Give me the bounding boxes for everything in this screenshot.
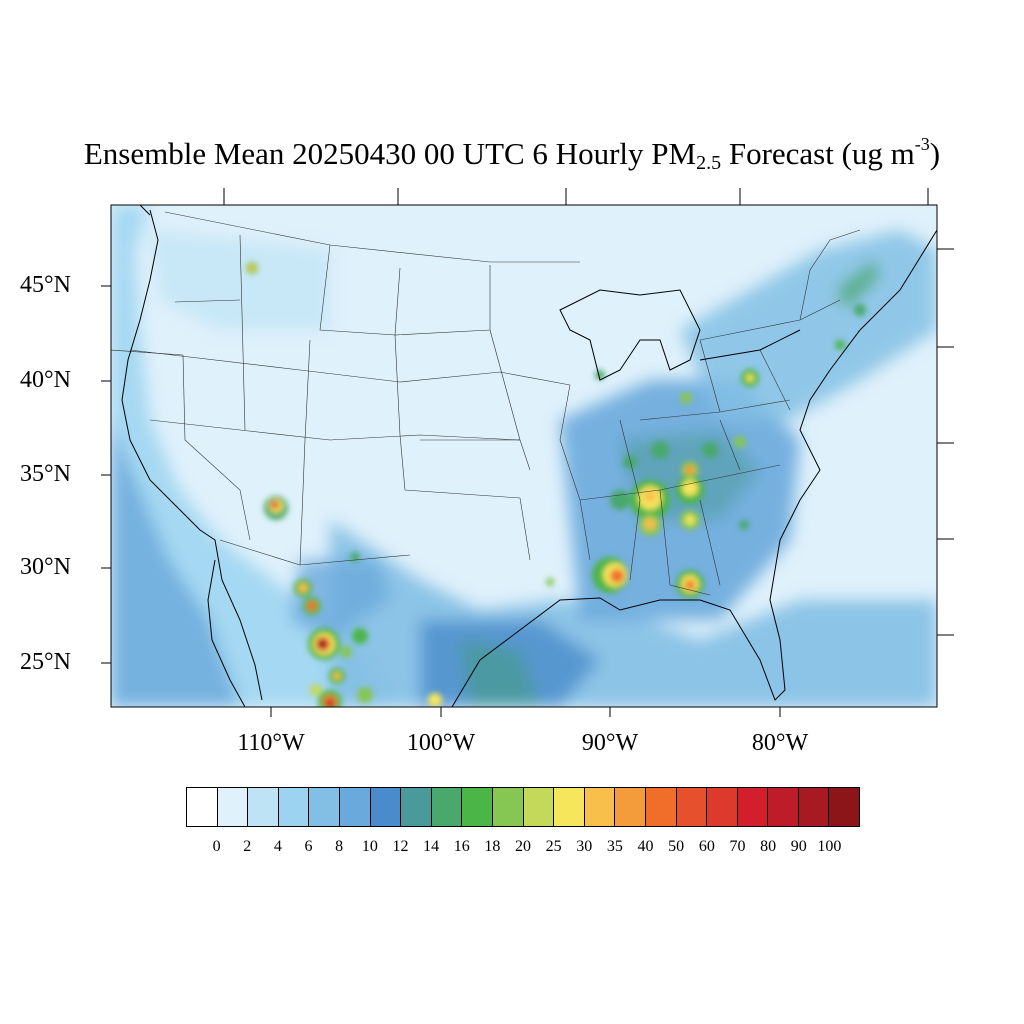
- colorbar-tick-label: 50: [668, 838, 685, 855]
- colorbar-box: [584, 788, 616, 826]
- title-closing: ): [929, 136, 941, 171]
- colorbar-tick-label: 80: [760, 838, 777, 855]
- lon-label-80w: 80°W: [751, 730, 809, 756]
- colorbar-box: [401, 788, 432, 826]
- colorbar-tick-label: 30: [576, 838, 593, 855]
- colorbar-box: [829, 788, 860, 826]
- colorbar-tick-label: 60: [698, 838, 715, 855]
- colorbar-tick-label: 35: [606, 838, 623, 855]
- colorbar-box: [462, 788, 493, 826]
- state-boundaries: [111, 211, 861, 596]
- colorbar-box: [492, 788, 524, 826]
- colorbar-tick-label: 10: [361, 838, 378, 855]
- colorbar-box: [431, 788, 463, 826]
- title-subscript: 2.5: [696, 152, 722, 174]
- colorbar-box: [523, 788, 555, 826]
- colorbar-box: [278, 788, 310, 826]
- colorbar-tick-label: 8: [335, 838, 344, 855]
- colorbar-tick-label: 40: [637, 838, 654, 855]
- colorbar-box: [370, 788, 402, 826]
- lat-label-40: 40°N: [20, 367, 71, 393]
- axis-ticks: [101, 188, 954, 717]
- colorbar-box: [217, 788, 249, 826]
- colorbar-box: [339, 788, 371, 826]
- colorbar-box: [676, 788, 708, 826]
- colorbar-tick-label: 16: [453, 838, 470, 855]
- colorbar-box: [187, 788, 218, 826]
- colorbar-box: [248, 788, 279, 826]
- colorbar-box: [554, 788, 585, 826]
- lon-label-110w: 110°W: [237, 730, 305, 756]
- colorbar-tick-label: 2: [243, 838, 252, 855]
- lon-label-90w: 90°W: [581, 730, 639, 756]
- lat-label-25: 25°N: [20, 649, 71, 675]
- map-field: [111, 205, 937, 707]
- colorbar-box: [309, 788, 340, 826]
- title-after: Forecast (ug m: [721, 136, 915, 171]
- colorbar-box: [707, 788, 738, 826]
- title-main: Ensemble Mean 20250430 00 UTC 6 Hourly P…: [83, 136, 697, 171]
- colorbar-box: [768, 788, 799, 826]
- colorbar-tick-label: 25: [545, 838, 562, 855]
- map-frame: [110, 204, 938, 708]
- colorbar-tick-label: 20: [515, 838, 531, 855]
- lat-label-35: 35°N: [20, 461, 71, 487]
- lat-label-30: 30°N: [20, 554, 71, 580]
- title-superscript: -3: [914, 134, 930, 154]
- colorbar-tick-label: 6: [304, 838, 313, 855]
- lon-label-100w: 100°W: [406, 730, 476, 756]
- colorbar-box: [645, 788, 677, 826]
- colorbar-box: [798, 788, 830, 826]
- map-title: Ensemble Mean 20250430 00 UTC 6 Hourly P…: [0, 134, 1024, 175]
- colorbar-tick-label: 12: [392, 838, 409, 855]
- coastlines: [121, 205, 937, 707]
- lat-label-45: 45°N: [20, 272, 71, 298]
- colorbar-tick-label: 4: [273, 838, 282, 855]
- colorbar-tick-label: 90: [790, 838, 807, 855]
- colorbar: [186, 787, 860, 827]
- colorbar-tick-label: 100: [817, 838, 842, 855]
- colorbar-tick-label: 14: [423, 838, 440, 855]
- colorbar-tick-label: 18: [484, 838, 501, 855]
- colorbar-box: [737, 788, 769, 826]
- colorbar-tick-label: 70: [729, 838, 746, 855]
- colorbar-box: [615, 788, 646, 826]
- concentration-field: [111, 205, 937, 707]
- colorbar-tick-label: 0: [212, 838, 221, 855]
